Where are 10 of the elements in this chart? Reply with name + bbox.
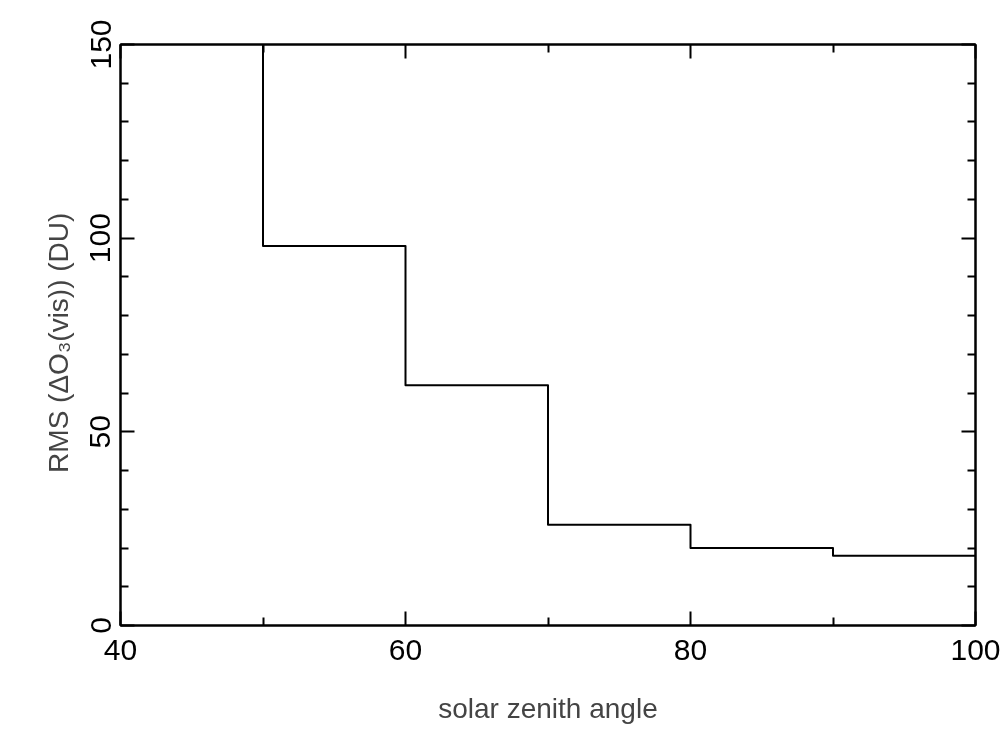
x-tick-label: 60 <box>388 632 423 666</box>
x-tick-label: 40 <box>103 632 138 666</box>
y-tick-label: 0 <box>83 617 117 634</box>
y-tick-label: 50 <box>83 415 117 449</box>
y-tick-label: 150 <box>83 19 117 70</box>
x-axis-title: solar zenith angle <box>438 692 658 724</box>
y-axis-title: RMS (ΔO₃(vis)) (DU) <box>42 212 74 473</box>
x-tick-label: 80 <box>673 632 708 666</box>
x-tick-label: 100 <box>950 632 1001 666</box>
y-tick-label: 100 <box>83 213 117 264</box>
